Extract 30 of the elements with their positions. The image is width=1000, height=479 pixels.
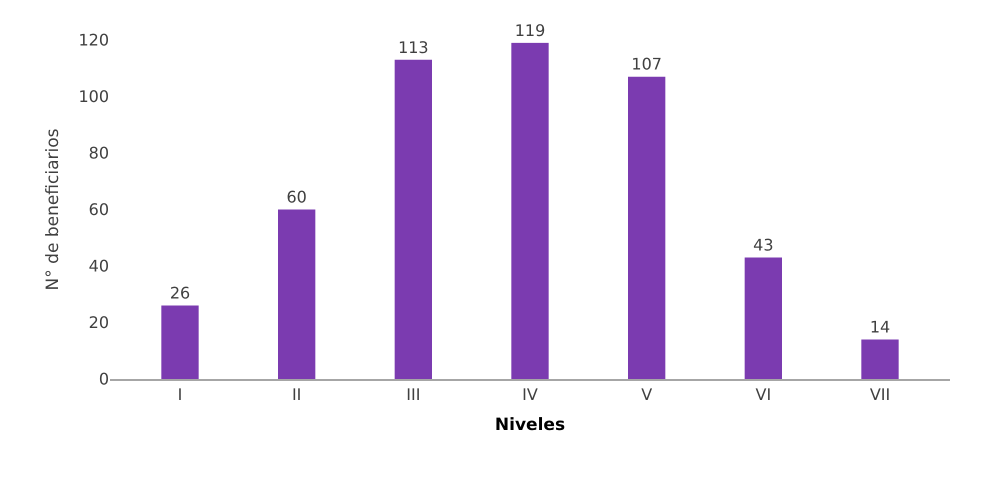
data-label: 107 (631, 54, 662, 74)
bar (628, 76, 666, 379)
y-tick-label: 100 (78, 87, 109, 106)
data-label: 43 (753, 236, 774, 255)
bar (511, 42, 549, 379)
data-label: 60 (286, 188, 307, 206)
x-tick-label: VI (755, 384, 772, 404)
y-tick-label: 40 (88, 256, 109, 276)
data-label: 119 (514, 20, 546, 40)
x-axis-title: Niveles (494, 414, 566, 435)
y-tick-label: 60 (88, 200, 109, 220)
y-tick-label: 0 (98, 370, 109, 389)
bar (744, 258, 782, 379)
x-tick-label: I (178, 384, 182, 404)
bar (861, 339, 899, 379)
bar (161, 306, 199, 379)
bar (278, 210, 316, 379)
x-tick-label: VII (870, 384, 890, 404)
x-tick-label: IV (522, 384, 538, 404)
y-axis-title: N° de beneficiarios (43, 128, 64, 290)
y-tick-label: 120 (78, 30, 109, 50)
bar (394, 60, 432, 379)
y-tick-label: 20 (88, 313, 109, 332)
data-label: 26 (170, 284, 190, 303)
x-tick-label: II (292, 384, 302, 404)
x-tick-label: V (641, 384, 652, 404)
data-label: 113 (398, 38, 429, 57)
y-tick-label: 80 (88, 144, 109, 163)
data-label: 14 (870, 317, 890, 336)
x-tick-label: III (406, 384, 420, 404)
